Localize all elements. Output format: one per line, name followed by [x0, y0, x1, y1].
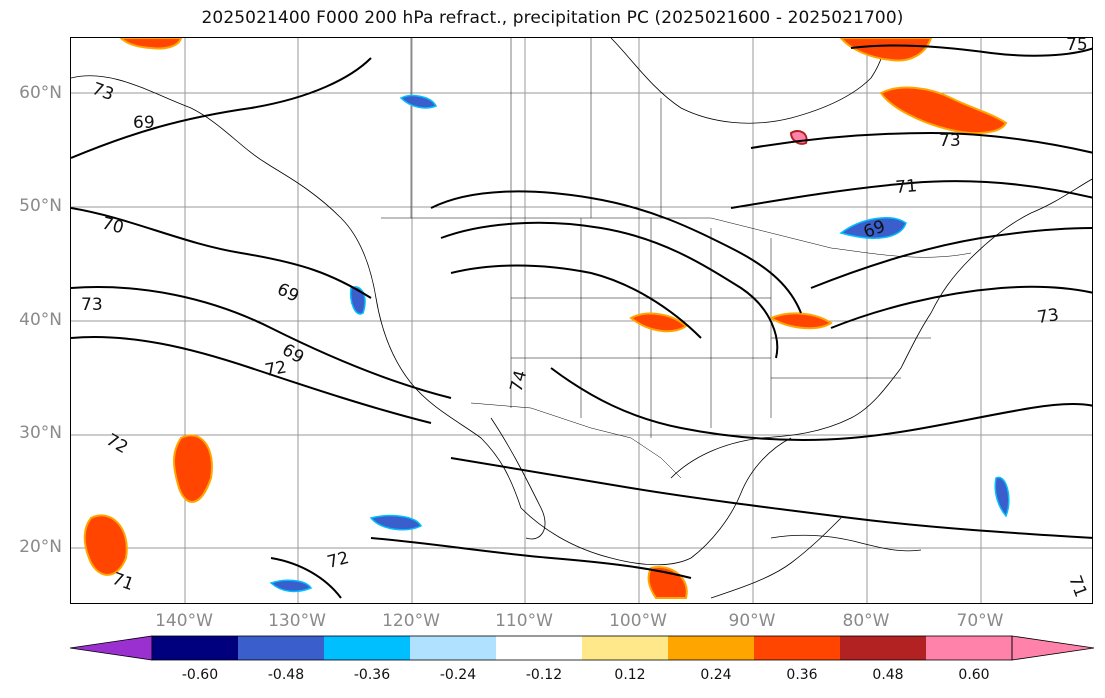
colorbar-segment — [840, 636, 926, 660]
lat-label-20n: 20°N — [19, 537, 62, 557]
colorbar-tick-label: -0.12 — [525, 667, 563, 683]
contour-south-2 — [450, 457, 1092, 539]
border-us-mexico — [470, 402, 682, 479]
contour-label: 73 — [1036, 305, 1060, 328]
lat-label-40n: 40°N — [19, 310, 62, 330]
precip-blob-nfld-top — [839, 38, 933, 62]
contour-mex-1 — [370, 537, 692, 579]
contour-label: 71 — [1064, 573, 1090, 600]
lon-label-100w: 100°W — [609, 611, 667, 631]
contour-label: 73 — [939, 131, 961, 151]
precip-blob-red-pac — [173, 434, 213, 503]
graticule — [71, 38, 1092, 603]
coastline-east — [930, 178, 1092, 314]
colorbar-segment — [926, 636, 1012, 660]
contour-69-north — [71, 57, 372, 159]
precip-blob-alaska-red — [119, 38, 183, 50]
colorbar-tick-label: 0.48 — [872, 667, 904, 683]
colorbar-tick-label: 0.36 — [786, 667, 818, 683]
contour-east-2 — [830, 285, 1092, 329]
colorbar-segment — [754, 636, 840, 660]
lat-label-60n: 60°N — [19, 83, 62, 103]
contour-72-west — [71, 286, 452, 399]
border-us-canada — [381, 217, 972, 258]
contour-72-sw — [270, 557, 342, 599]
lon-label-70w: 70°W — [956, 611, 1004, 631]
colorbar-tick-label: -0.48 — [267, 667, 305, 683]
contour-label: 70 — [100, 214, 126, 239]
contour-jet-1 — [430, 190, 802, 314]
coastline-gulf — [670, 312, 932, 479]
contour-labels: 69 69 70 71 72 72 73 73 73 74 69 69 71 7… — [81, 38, 1090, 600]
colorbar-tick-label: -0.36 — [353, 667, 391, 683]
lon-label-120w: 120°W — [382, 611, 440, 631]
lon-label-130w: 130°W — [268, 611, 326, 631]
precip-blob-red-ks — [629, 312, 688, 333]
contour-label: 73 — [81, 295, 103, 315]
contour-high-ne — [850, 44, 1092, 57]
colorbar-tick-label: 0.60 — [958, 667, 990, 683]
precip-blob-gulf-ak — [879, 86, 1008, 135]
contour-label: 69 — [133, 113, 155, 133]
precip-fills — [83, 38, 1010, 599]
map-canvas: 69 69 70 71 72 72 73 73 73 74 69 69 71 7… — [71, 38, 1092, 603]
contour-south-1 — [550, 367, 1092, 441]
lon-label-140w: 140°W — [155, 611, 213, 631]
coastline-hudson — [610, 38, 885, 124]
precip-blob-red-pac2 — [83, 514, 128, 576]
coastline-baja — [490, 417, 546, 540]
contour-label: 75 — [1066, 38, 1088, 55]
coastline-alaska — [71, 75, 522, 509]
colorbar-tick-label: -0.24 — [439, 667, 477, 683]
political-borders — [381, 38, 972, 479]
contour-label: 74 — [507, 368, 532, 394]
contour-jet-3 — [450, 264, 702, 339]
contour-label: 72 — [103, 430, 132, 458]
contour-71-ne — [730, 180, 1092, 209]
colorbar — [69, 635, 1095, 661]
contour-east-1 — [810, 227, 1092, 289]
precip-blob-red-carib — [647, 566, 688, 599]
colorbar-max-arrow — [1011, 635, 1095, 661]
coastlines — [71, 38, 1092, 599]
lon-label-110w: 110°W — [495, 611, 553, 631]
precip-blob-blue-4 — [369, 514, 423, 531]
coastline-cuba — [770, 534, 922, 552]
colorbar-segment — [668, 636, 754, 660]
refractivity-contours — [71, 44, 1092, 599]
colorbar-tick-label: -0.60 — [181, 667, 219, 683]
contour-label: 73 — [89, 79, 116, 105]
map-title: 2025021400 F000 200 hPa refract., precip… — [201, 8, 904, 28]
contour-label: 72 — [325, 548, 351, 573]
colorbar-min-arrow — [69, 635, 153, 661]
colorbar-tick-label: 0.24 — [700, 667, 732, 683]
contour-label: 72 — [263, 357, 288, 380]
coastline-mexico — [520, 437, 792, 566]
precip-blob-blue-1 — [399, 94, 438, 109]
colorbar-segment — [582, 636, 668, 660]
colorbar-segment — [238, 636, 324, 660]
contour-jet-2 — [440, 221, 779, 359]
precip-blob-blue-5 — [269, 579, 313, 593]
contour-70 — [71, 207, 372, 299]
precip-blob-red-gl — [768, 312, 833, 330]
map-panel[interactable]: 69 69 70 71 72 72 73 73 73 74 69 69 71 7… — [70, 37, 1093, 604]
precip-blob-blue-6 — [994, 476, 1010, 518]
coastline-central-am — [710, 517, 842, 599]
precip-blob-blue-3 — [349, 286, 366, 315]
contour-label: 71 — [895, 176, 918, 198]
lon-label-80w: 80°W — [842, 611, 890, 631]
colorbar-segment — [152, 636, 238, 660]
colorbar-segment — [410, 636, 496, 660]
lat-label-30n: 30°N — [19, 423, 62, 443]
lat-label-50n: 50°N — [19, 196, 62, 216]
contour-73-west — [71, 336, 432, 424]
lon-label-90w: 90°W — [728, 611, 776, 631]
contour-73-ne — [750, 131, 1092, 154]
colorbar-tick-label: 0.12 — [614, 667, 646, 683]
colorbar-segment — [324, 636, 410, 660]
precip-blob-blue-2 — [839, 217, 907, 239]
colorbar-outline — [151, 635, 1013, 661]
colorbar-segment — [496, 636, 582, 660]
